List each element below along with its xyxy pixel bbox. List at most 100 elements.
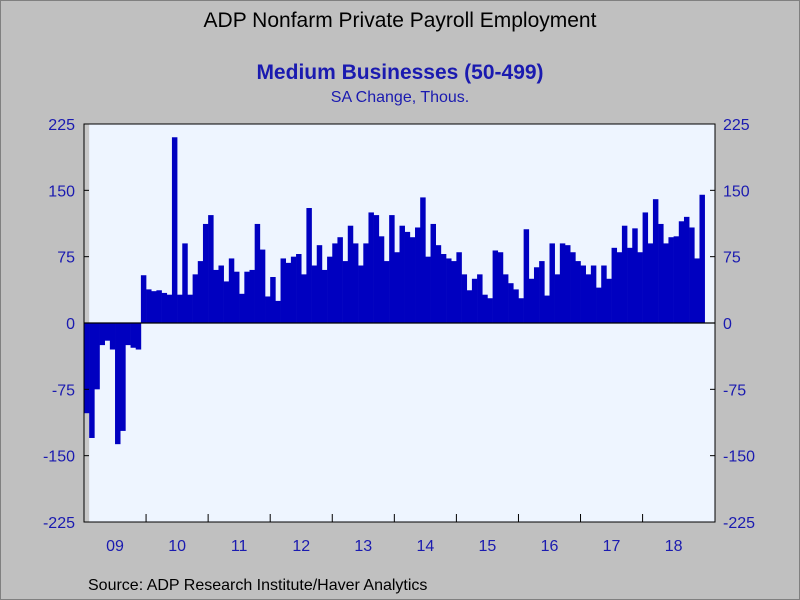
bar bbox=[611, 247, 618, 323]
bar bbox=[487, 298, 493, 323]
bar bbox=[218, 265, 224, 323]
bar bbox=[673, 236, 680, 323]
x-tick-label: 14 bbox=[416, 538, 434, 555]
bar bbox=[528, 278, 535, 323]
bar bbox=[477, 274, 483, 323]
bar bbox=[570, 252, 576, 323]
bar bbox=[311, 265, 318, 323]
bar bbox=[658, 223, 664, 323]
bar bbox=[228, 258, 235, 323]
bar bbox=[233, 271, 240, 323]
bar bbox=[415, 227, 421, 323]
bar bbox=[575, 261, 581, 323]
bar bbox=[368, 212, 374, 323]
x-tick-label: 13 bbox=[354, 538, 372, 555]
bar bbox=[358, 265, 364, 323]
bar bbox=[456, 252, 462, 323]
bar bbox=[699, 194, 705, 323]
y-tick-label-right: -150 bbox=[723, 449, 755, 466]
y-axis-right: 225 150 75 0 -75 -150 -225 bbox=[710, 117, 755, 532]
bar bbox=[259, 249, 266, 323]
bar bbox=[616, 252, 623, 323]
bar bbox=[99, 323, 105, 346]
bar bbox=[120, 323, 126, 431]
bar bbox=[652, 199, 659, 323]
bar bbox=[342, 261, 349, 323]
y-tick-label-right: 75 bbox=[723, 250, 741, 267]
y-tick-label-left: 150 bbox=[48, 183, 75, 200]
bar bbox=[192, 274, 199, 323]
bar bbox=[420, 197, 426, 323]
bar bbox=[565, 245, 571, 323]
x-axis: 09 10 11 12 13 14 15 16 17 18 bbox=[106, 514, 683, 555]
bar bbox=[647, 243, 654, 323]
bar bbox=[399, 225, 405, 323]
bar bbox=[523, 229, 530, 323]
bar bbox=[373, 215, 380, 323]
x-tick-label: 10 bbox=[168, 538, 186, 555]
bar bbox=[425, 256, 431, 323]
bar bbox=[678, 221, 685, 323]
bar bbox=[285, 262, 292, 323]
bar bbox=[471, 278, 478, 323]
bar bbox=[104, 323, 111, 341]
y-tick-label-left: -150 bbox=[43, 449, 75, 466]
bar bbox=[213, 269, 219, 323]
bar bbox=[482, 294, 488, 323]
bar bbox=[202, 223, 209, 323]
bar bbox=[430, 223, 436, 323]
bar bbox=[621, 225, 628, 323]
x-tick-label: 17 bbox=[603, 538, 621, 555]
y-tick-label-left: 225 bbox=[48, 117, 75, 134]
bar bbox=[197, 261, 204, 323]
bar bbox=[161, 292, 168, 323]
bar bbox=[187, 294, 193, 323]
y-tick-label-right: 150 bbox=[723, 183, 750, 200]
bar bbox=[642, 212, 649, 323]
x-tick-label: 12 bbox=[292, 538, 310, 555]
bar bbox=[182, 243, 188, 323]
x-tick-label: 15 bbox=[479, 538, 497, 555]
bar bbox=[637, 252, 643, 323]
bar bbox=[590, 265, 597, 323]
bar bbox=[280, 258, 287, 323]
bar bbox=[668, 237, 674, 323]
bar bbox=[265, 296, 271, 323]
bar bbox=[446, 258, 452, 323]
bar bbox=[301, 274, 307, 323]
bar bbox=[239, 293, 245, 323]
bar bbox=[244, 271, 250, 323]
bar bbox=[146, 289, 152, 323]
bar bbox=[632, 228, 638, 323]
bar bbox=[451, 261, 457, 323]
bar bbox=[140, 275, 147, 323]
bar bbox=[466, 290, 473, 323]
bar bbox=[404, 231, 411, 323]
bar bbox=[461, 274, 468, 323]
bar bbox=[156, 290, 162, 323]
bar bbox=[596, 287, 602, 323]
bar bbox=[306, 208, 312, 323]
bar bbox=[513, 289, 519, 323]
bar bbox=[332, 243, 338, 323]
bar bbox=[409, 237, 416, 323]
chart-title: ADP Nonfarm Private Payroll Employment bbox=[203, 9, 597, 32]
bar bbox=[115, 323, 121, 445]
bar bbox=[549, 243, 555, 323]
x-tick-label: 16 bbox=[541, 538, 559, 555]
y-tick-label-left: 0 bbox=[66, 316, 75, 333]
bar bbox=[694, 258, 700, 323]
bar bbox=[135, 323, 142, 350]
bar bbox=[347, 225, 354, 323]
bar bbox=[352, 243, 359, 323]
x-tick-label: 11 bbox=[231, 538, 248, 555]
bar bbox=[363, 243, 369, 323]
bar bbox=[254, 223, 261, 323]
x-tick-label: 18 bbox=[665, 538, 683, 555]
bar bbox=[223, 281, 230, 323]
y-axis-left: 225 150 75 0 -75 -150 -225 bbox=[43, 117, 89, 532]
y-tick-label-left: -75 bbox=[52, 382, 75, 399]
bar bbox=[508, 283, 514, 323]
bar bbox=[125, 323, 131, 346]
